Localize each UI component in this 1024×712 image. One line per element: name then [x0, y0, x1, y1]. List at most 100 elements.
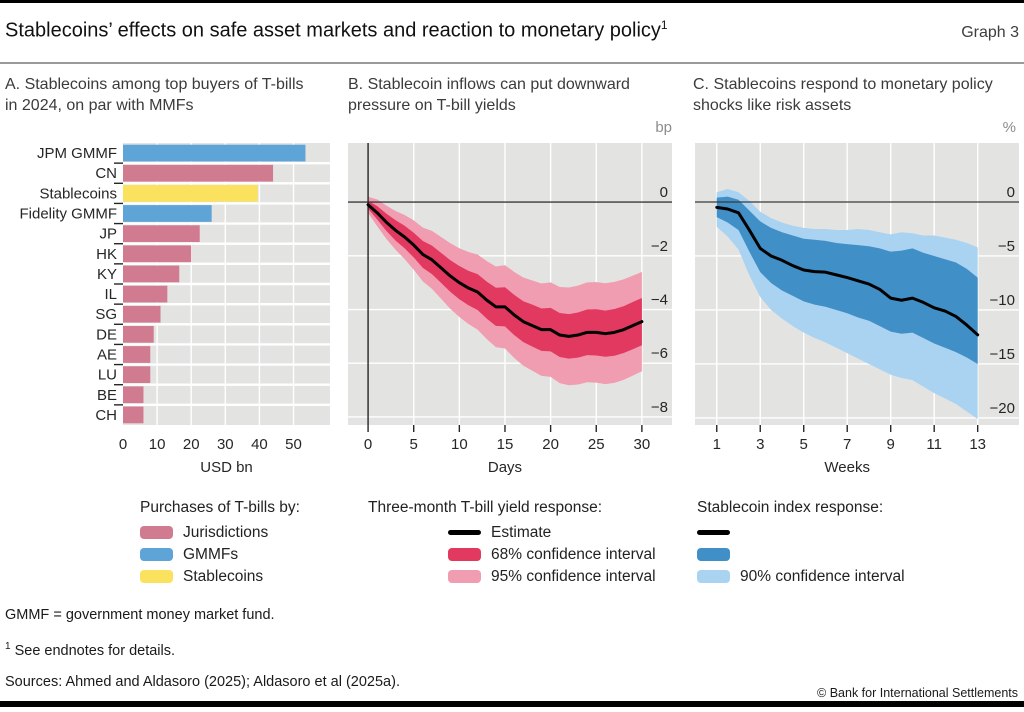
- panel-a-bar-chart: JPM GMMF CN Stablecoins Fidelity GMMF JP HK KY…: [20, 143, 330, 476]
- svg-text:Weeks: Weeks: [824, 459, 870, 476]
- svg-text:0: 0: [119, 436, 127, 453]
- ci90-color-swatch: [697, 570, 730, 583]
- svg-text:1: 1: [713, 436, 721, 453]
- svg-text:Days: Days: [488, 459, 522, 476]
- panel-b-unit-label: bp: [655, 119, 672, 136]
- svg-text:15: 15: [497, 436, 514, 453]
- ci68-color-swatch: [448, 548, 481, 561]
- svg-text:10: 10: [149, 436, 166, 453]
- estimate-line-swatch: [448, 530, 481, 535]
- page-title: Stablecoins’ effects on safe asset marke…: [5, 18, 668, 43]
- legend-label-ci95: 95% confidence interval: [491, 567, 656, 585]
- svg-text:20: 20: [183, 436, 200, 453]
- legend-item-ci90: 90% confidence interval: [697, 567, 905, 585]
- legend-label-estimate: Estimate: [491, 523, 552, 541]
- svg-text:7: 7: [843, 436, 851, 453]
- legend-panel-c: Stablecoin index response: 90% confidenc…: [697, 499, 905, 591]
- svg-text:0: 0: [660, 184, 668, 201]
- svg-text:3: 3: [756, 436, 764, 453]
- svg-text:13: 13: [969, 436, 986, 453]
- legend-label-ci68: 68% confidence interval: [491, 545, 656, 563]
- svg-text:20: 20: [542, 436, 559, 453]
- svg-text:30: 30: [217, 436, 234, 453]
- svg-text:−6: −6: [651, 345, 668, 362]
- svg-text:25: 25: [588, 436, 605, 453]
- svg-text:CN: CN: [95, 165, 117, 182]
- svg-text:HK: HK: [96, 246, 117, 263]
- legend-c-header: Stablecoin index response:: [697, 499, 884, 516]
- svg-text:11: 11: [926, 436, 942, 453]
- legend-item-ci68-blue: [697, 547, 905, 562]
- legend-item-stablecoins: Stablecoins: [140, 567, 300, 585]
- svg-text:JP: JP: [99, 226, 117, 243]
- svg-text:−4: −4: [651, 292, 668, 309]
- svg-text:Stablecoins: Stablecoins: [39, 185, 117, 202]
- estimate-line-swatch-c: [697, 530, 730, 535]
- legend-item-ci68: 68% confidence interval: [448, 545, 656, 563]
- panel-b-title: B. Stablecoin inflows can put downward p…: [348, 76, 630, 115]
- panel-b-band-chart: 0 −2 −4 −6 −8 0 5 10 15 20 25 30 Days: [348, 143, 672, 476]
- svg-text:30: 30: [634, 436, 651, 453]
- legend-item-gmmfs: GMMFs: [140, 545, 300, 563]
- svg-text:−8: −8: [651, 399, 668, 416]
- svg-text:0: 0: [364, 436, 372, 453]
- svg-text:KY: KY: [97, 266, 117, 283]
- svg-text:10: 10: [451, 436, 468, 453]
- svg-text:−2: −2: [651, 238, 668, 255]
- endnote-marker: 1: [5, 641, 11, 652]
- endnote-line: 1 See endnotes for details.: [5, 641, 175, 659]
- legend-label-gmmfs: GMMFs: [183, 545, 239, 563]
- legend-item-ci95: 95% confidence interval: [448, 567, 656, 585]
- svg-text:USD bn: USD bn: [200, 459, 253, 476]
- legend-a-header: Purchases of T-bills by:: [140, 499, 300, 516]
- sources-line: Sources: Ahmed and Aldasoro (2025); Alda…: [5, 674, 400, 690]
- endnote-text: See endnotes for details.: [14, 642, 176, 659]
- legend-label-ci90: 90% confidence interval: [740, 567, 905, 585]
- legend-panel-a: Purchases of T-bills by: Jurisdictions G…: [140, 499, 300, 591]
- svg-text:40: 40: [251, 436, 268, 453]
- bottom-border: [0, 701, 1024, 707]
- legend-label-jurisdictions: Jurisdictions: [183, 523, 269, 541]
- panel-a-title: A. Stablecoins among top buyers of T-bil…: [5, 76, 304, 115]
- svg-text:−20: −20: [990, 400, 1015, 417]
- top-border: [0, 0, 1024, 3]
- copyright-notice: © Bank for International Settlements: [817, 686, 1018, 700]
- legend-item-estimate: Estimate: [448, 523, 656, 541]
- legend-item-estimate-c: [697, 525, 905, 540]
- svg-text:AE: AE: [97, 347, 117, 364]
- gmmfs-color-swatch: [140, 548, 173, 561]
- svg-text:5: 5: [410, 436, 418, 453]
- legend-panel-b: Three-month T-bill yield response: Estim…: [368, 499, 656, 591]
- svg-text:LU: LU: [98, 367, 117, 384]
- legend-item-jurisdictions: Jurisdictions: [140, 523, 300, 541]
- stablecoins-color-swatch: [140, 570, 173, 583]
- title-divider: [0, 62, 1024, 64]
- svg-text:CH: CH: [95, 407, 117, 424]
- svg-text:JPM GMMF: JPM GMMF: [37, 145, 117, 162]
- svg-text:IL: IL: [104, 286, 117, 303]
- page-title-text: Stablecoins’ effects on safe asset marke…: [5, 19, 661, 42]
- header: Stablecoins’ effects on safe asset marke…: [5, 18, 1019, 43]
- svg-text:9: 9: [887, 436, 895, 453]
- graph-number-label: Graph 3: [961, 23, 1019, 41]
- ci68-blue-color-swatch: [697, 548, 730, 561]
- svg-text:−10: −10: [990, 292, 1015, 309]
- gmmf-definition: GMMF = government money market fund.: [5, 607, 275, 623]
- svg-text:DE: DE: [96, 326, 117, 343]
- title-footnote-marker: 1: [660, 18, 668, 32]
- panel-c-unit-label: %: [1002, 119, 1016, 136]
- svg-text:Fidelity GMMF: Fidelity GMMF: [20, 206, 118, 223]
- svg-text:SG: SG: [95, 306, 117, 323]
- svg-text:−5: −5: [998, 238, 1015, 255]
- legend-b-header: Three-month T-bill yield response:: [368, 499, 603, 516]
- panel-c-title: C. Stablecoins respond to monetary polic…: [693, 76, 993, 115]
- svg-text:BE: BE: [97, 387, 117, 404]
- legend-label-stablecoins: Stablecoins: [183, 567, 264, 585]
- ci95-color-swatch: [448, 570, 481, 583]
- svg-text:5: 5: [800, 436, 808, 453]
- svg-text:0: 0: [1007, 184, 1015, 201]
- svg-text:−15: −15: [990, 346, 1015, 363]
- svg-text:50: 50: [285, 436, 302, 453]
